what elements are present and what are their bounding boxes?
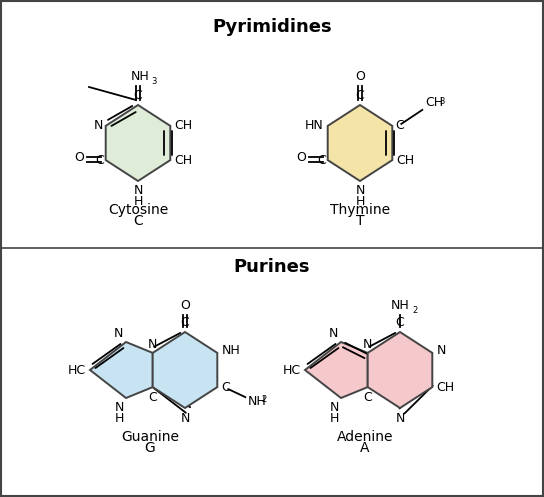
- Text: Adenine: Adenine: [337, 430, 393, 444]
- Text: C: C: [221, 381, 230, 394]
- Text: Purines: Purines: [234, 258, 310, 276]
- Text: H: H: [133, 195, 143, 208]
- Text: N: N: [436, 344, 446, 357]
- Text: HC: HC: [283, 363, 301, 377]
- Text: Guanine: Guanine: [121, 430, 179, 444]
- Text: N: N: [363, 338, 373, 351]
- Text: H: H: [355, 195, 364, 208]
- Polygon shape: [90, 342, 153, 398]
- Text: C: C: [356, 89, 364, 102]
- Text: Pyrimidines: Pyrimidines: [212, 18, 332, 36]
- Text: N: N: [330, 401, 339, 414]
- Text: O: O: [296, 151, 306, 164]
- Polygon shape: [305, 342, 368, 398]
- Polygon shape: [153, 332, 217, 408]
- Text: HC: HC: [68, 363, 86, 377]
- Text: H: H: [115, 412, 124, 425]
- Text: NH: NH: [248, 395, 266, 408]
- Polygon shape: [368, 332, 432, 408]
- Text: N: N: [180, 412, 190, 425]
- Text: N: N: [94, 119, 103, 132]
- Text: O: O: [355, 70, 365, 83]
- Text: Thymine: Thymine: [330, 203, 390, 217]
- Text: N: N: [148, 338, 157, 351]
- Text: N: N: [133, 184, 143, 197]
- Text: CH: CH: [174, 119, 193, 132]
- Text: C: C: [149, 391, 157, 404]
- Text: CH: CH: [436, 381, 454, 394]
- Text: 3: 3: [151, 77, 156, 86]
- Text: NH: NH: [221, 344, 240, 357]
- Text: O: O: [180, 299, 190, 312]
- Text: HN: HN: [305, 119, 324, 132]
- Text: 2: 2: [261, 395, 267, 404]
- Text: C: C: [95, 154, 104, 166]
- Text: N: N: [114, 327, 123, 340]
- Text: H: H: [330, 412, 339, 425]
- Text: NH: NH: [391, 299, 410, 312]
- Text: C: C: [317, 154, 326, 166]
- Text: G: G: [145, 441, 156, 455]
- Text: C: C: [395, 119, 404, 132]
- Text: A: A: [360, 441, 370, 455]
- Text: N: N: [395, 412, 405, 425]
- Text: O: O: [74, 151, 84, 164]
- Text: N: N: [329, 327, 338, 340]
- Text: C: C: [363, 391, 372, 404]
- Text: C: C: [181, 316, 189, 329]
- Polygon shape: [106, 105, 170, 181]
- Text: CH: CH: [425, 96, 443, 109]
- Text: NH: NH: [131, 70, 150, 83]
- Text: N: N: [355, 184, 364, 197]
- Text: C: C: [134, 89, 143, 102]
- Text: C: C: [395, 316, 404, 329]
- Text: Cytosine: Cytosine: [108, 203, 168, 217]
- Text: C: C: [133, 214, 143, 228]
- Text: 2: 2: [412, 306, 417, 315]
- Polygon shape: [327, 105, 392, 181]
- Text: 3: 3: [440, 97, 444, 106]
- Text: CH: CH: [174, 154, 193, 166]
- Text: T: T: [356, 214, 364, 228]
- Text: CH: CH: [396, 154, 415, 166]
- Text: N: N: [115, 401, 124, 414]
